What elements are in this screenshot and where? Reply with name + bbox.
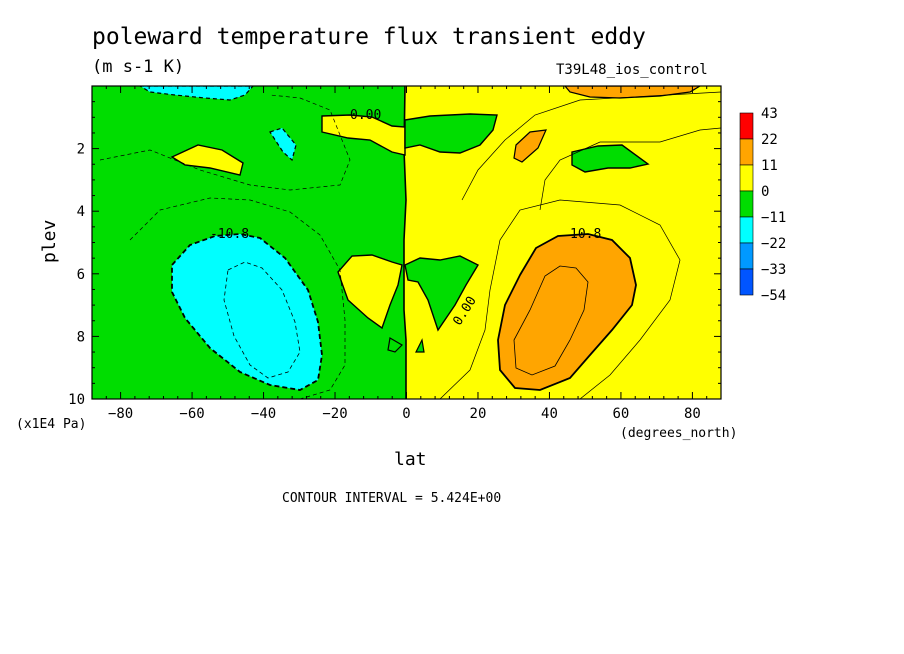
y-axis-units: (x1E4 Pa) [16,417,86,432]
colorbar-label: −11 [761,210,786,226]
x-tick-label: 20 [470,406,487,422]
y-tick-label: 8 [77,329,85,345]
contour-sh-outer2 [99,94,351,191]
green-notch [387,337,403,353]
green-island-nh-mid [404,255,479,332]
x-axis: −80 −60 −40 −20 0 20 40 60 80 [91,86,722,422]
x-tick-label: 0 [402,406,410,422]
x-axis-units: (degrees_north) [620,426,737,441]
y-tick-label: 6 [77,267,85,283]
chart-title: poleward temperature flux transient eddy [92,24,646,50]
x-tick-label: 40 [541,406,558,422]
colorbar-swatch [739,112,754,140]
orange-maximum [497,233,637,391]
contour-label: -10.8 [210,227,249,242]
orange-inner [513,265,589,376]
orange-spot [513,129,547,163]
y-axis: 2 4 6 8 10 [68,101,721,408]
contour-label: 0.00 [350,108,381,123]
green-island-nh-upper [404,113,498,154]
colorbar-label: 11 [761,158,778,174]
green-tick [415,338,425,353]
colorbar-label: −33 [761,262,786,278]
y-tick-label: 4 [77,204,85,220]
x-tick-label: −20 [322,406,347,422]
colorbar-swatch [739,190,754,218]
colorbar: 43 22 11 0 −11 −22 −33 −54 [739,106,786,304]
contour-nh-outer [439,199,681,399]
x-tick-label: −80 [108,406,133,422]
y-tick-label: 2 [77,142,85,158]
green-island-nh-right [571,144,650,173]
colorbar-label: 0 [761,184,769,200]
colorbar-label: 43 [761,106,778,122]
x-tick-label: 80 [684,406,701,422]
colorbar-label: −54 [761,288,786,304]
yellow-island-upper [321,114,406,156]
x-tick-label: −60 [179,406,204,422]
x-tick-label: −40 [251,406,276,422]
cyan-top [138,86,254,101]
y-tick-label: 10 [68,392,85,408]
colorbar-swatch [739,268,754,296]
contour-nh-outer2 [461,91,721,201]
colorbar-swatch [739,216,754,244]
colorbar-label: −22 [761,236,786,252]
cyan-spot [269,127,297,162]
contour-field [92,86,721,399]
colorbar-swatch [739,164,754,192]
run-label: T39L48_ios_control [556,62,708,78]
cyan-inner [223,261,301,379]
chart-units: (m s-1 K) [92,57,185,77]
y-axis-title: plev [39,220,60,263]
contour-label: 10.8 [570,227,601,242]
contour-nh-outer3 [539,127,721,211]
yellow-island-sh-mid [337,254,403,330]
x-axis-title: lat [394,449,427,470]
colorbar-swatch [739,138,754,166]
x-tick-label: 60 [613,406,630,422]
colorbar-swatch [739,242,754,270]
contour-sh-outer [129,197,346,399]
cyan-minimum [171,233,323,391]
colorbar-label: 22 [761,132,778,148]
contour-interval-note: CONTOUR INTERVAL = 5.424E+00 [282,491,501,506]
